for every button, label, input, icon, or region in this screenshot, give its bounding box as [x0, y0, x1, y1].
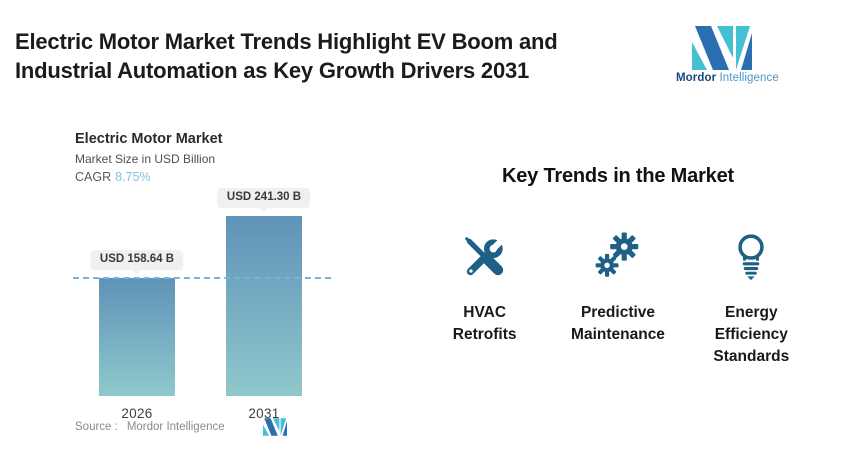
trend-hvac-retrofits: HVAC Retrofits	[418, 228, 551, 368]
chart-title: Electric Motor Market	[75, 131, 223, 147]
brand-logo: Mordor Intelligence	[676, 26, 779, 84]
lightbulb-icon	[725, 228, 777, 286]
source-label: Source :	[75, 421, 118, 433]
cagr-label: CAGR	[75, 170, 112, 184]
page-title-line-1: Electric Motor Market Trends Highlight E…	[15, 29, 558, 54]
x-axis-label-2031: 2031	[248, 406, 280, 421]
cagr-value: 8.75%	[115, 170, 151, 184]
x-axis-label-2026: 2026	[121, 406, 153, 421]
trend-label-hvac: HVAC Retrofits	[452, 304, 517, 343]
brand-name: Mordor Intelligence	[676, 72, 779, 84]
bar-chart-panel: Electric Motor Market Market Size in USD…	[60, 125, 350, 455]
trend-label-predictive: Predictive Maintenance	[571, 304, 665, 343]
chart-subtitle: Market Size in USD Billion	[75, 152, 216, 166]
brand-name-light: Intelligence	[719, 72, 779, 84]
page-title-line-2: Industrial Automation as Key Growth Driv…	[15, 58, 530, 83]
source-attribution: Source : Mordor Intelligence	[75, 421, 335, 433]
page-title: Electric Motor Market Trends Highlight E…	[15, 27, 655, 85]
gears-icon	[592, 228, 644, 286]
trend-energy-efficiency: Energy Efficiency Standards	[685, 228, 818, 368]
bar-2031	[226, 216, 302, 396]
value-label-2031: USD 241.30 B	[217, 188, 311, 207]
source-value: Mordor Intelligence	[126, 421, 225, 433]
bar-2026	[99, 277, 175, 396]
mordor-logo-icon	[692, 26, 752, 70]
trends-heading: Key Trends in the Market	[502, 165, 734, 187]
trends-row: HVAC Retrofits	[418, 228, 818, 368]
key-trends-panel: Key Trends in the Market	[418, 165, 818, 368]
value-label-2026: USD 158.64 B	[90, 249, 184, 269]
brand-name-bold: Mordor	[676, 72, 717, 84]
mordor-mini-logo-icon	[263, 418, 287, 436]
tools-icon	[459, 228, 511, 286]
trend-predictive-maintenance: Predictive Maintenance	[551, 228, 684, 368]
trend-label-energy: Energy Efficiency Standards	[713, 304, 790, 365]
chart-cagr: CAGR 8.75%	[75, 170, 151, 184]
reference-dashed-line	[73, 276, 331, 279]
